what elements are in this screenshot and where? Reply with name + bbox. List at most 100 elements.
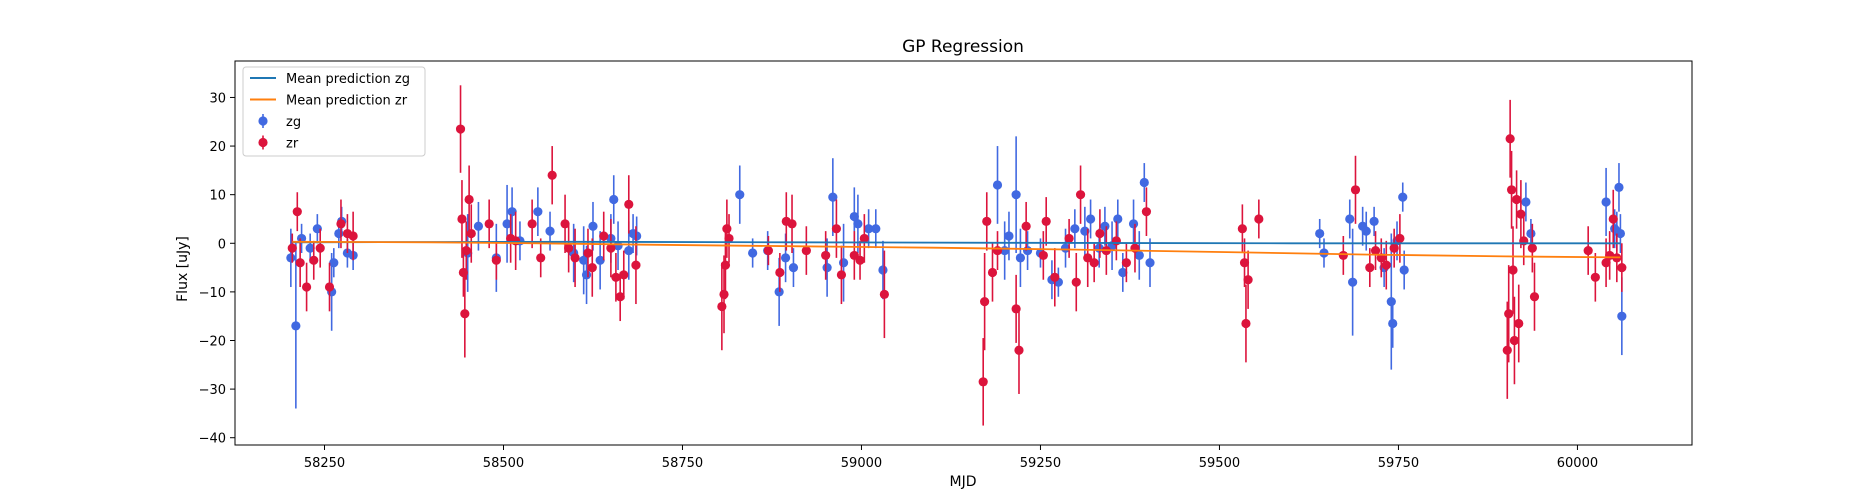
point-zr-41	[763, 245, 773, 256]
point-zr-2	[295, 258, 305, 268]
point-zg-43	[878, 265, 888, 275]
point-zr-55	[982, 216, 992, 227]
point-zg-12	[473, 221, 484, 231]
point-zg-49	[1022, 245, 1033, 256]
point-zr-65	[1071, 277, 1081, 287]
line-mean-prediction-zg	[292, 240, 1621, 245]
point-zr-39	[722, 224, 732, 234]
point-zr-94	[1511, 194, 1522, 205]
point-zr-27	[583, 248, 593, 258]
point-zr-54	[980, 297, 990, 307]
point-zr-93	[1509, 335, 1520, 346]
point-zg-77	[1398, 192, 1408, 202]
point-zr-37	[719, 289, 729, 299]
point-zr-15	[464, 194, 474, 205]
point-zg-18	[545, 226, 555, 236]
point-zr-5	[315, 243, 325, 253]
point-zr-89	[1504, 309, 1514, 319]
point-zg-60	[1113, 214, 1123, 224]
point-zg-42	[871, 224, 881, 234]
point-zr-106	[1617, 262, 1627, 273]
legend-item-1: Mean prediction zr	[250, 94, 408, 109]
point-zg-66	[1315, 228, 1325, 239]
point-zr-9	[348, 231, 358, 241]
point-zr-96	[1516, 209, 1526, 219]
point-zg-25	[609, 194, 619, 205]
x-tick-label-59750: 59750	[1378, 456, 1419, 471]
point-zr-31	[611, 272, 621, 282]
point-zg-39	[849, 211, 859, 222]
point-zr-36	[717, 301, 727, 312]
point-zr-17	[484, 219, 494, 229]
line-mean-prediction-zr	[292, 240, 1621, 259]
point-zr-82	[1365, 262, 1375, 273]
point-zg-14	[502, 219, 512, 229]
point-zg-78	[1399, 265, 1409, 275]
point-zg-46	[1004, 231, 1014, 241]
point-zg-85	[1615, 228, 1626, 239]
series-layer	[286, 85, 1627, 426]
point-zr-20	[511, 236, 521, 246]
point-zg-36	[822, 262, 832, 273]
x-tick-label-59000: 59000	[841, 456, 882, 471]
point-zr-59	[1014, 345, 1024, 355]
point-zr-33	[619, 270, 629, 280]
x-axis-label: MJD	[950, 474, 977, 490]
point-zr-72	[1121, 258, 1131, 268]
point-zr-74	[1141, 207, 1152, 217]
point-zg-72	[1369, 216, 1379, 227]
point-zr-40	[724, 233, 734, 244]
point-zr-91	[1506, 185, 1517, 195]
point-zr-87	[1395, 233, 1405, 244]
point-zg-44	[992, 180, 1003, 190]
axes-layer: 58250 58500 58750 59000 59250 59500 59750 60000…	[199, 60, 1693, 471]
point-zr-80	[1338, 250, 1348, 261]
point-zg-2	[296, 233, 307, 244]
point-zr-1	[292, 207, 302, 217]
point-zr-14	[461, 245, 471, 256]
y-tick-label-0: 0	[218, 237, 226, 252]
point-zr-4	[309, 255, 319, 265]
point-zg-30	[735, 190, 745, 200]
point-zr-32	[615, 292, 625, 302]
point-zg-37	[828, 192, 838, 202]
legend-box	[242, 66, 426, 157]
legend: Mean prediction zg Mean prediction zr zg zr	[242, 66, 426, 157]
point-zr-88	[1502, 345, 1512, 355]
x-tick-label-58500: 58500	[483, 456, 524, 471]
point-zg-63	[1134, 250, 1144, 261]
y-tick-label--10: −10	[199, 286, 226, 301]
legend-marker-2	[258, 116, 268, 126]
point-zg-58	[1100, 221, 1110, 231]
point-zr-44	[787, 219, 797, 229]
point-zr-38	[720, 260, 731, 270]
point-zr-63	[1050, 272, 1060, 282]
point-zg-34	[780, 253, 791, 263]
point-zg-35	[788, 262, 799, 273]
point-zr-69	[1095, 228, 1105, 239]
point-zg-41	[864, 224, 874, 234]
point-zg-48	[1015, 253, 1026, 263]
point-zg-54	[1070, 224, 1080, 234]
point-zr-42	[775, 267, 785, 278]
point-zg-84	[1614, 182, 1624, 192]
point-zr-56	[987, 267, 998, 278]
point-zg-71	[1361, 226, 1371, 236]
point-zr-62	[1041, 216, 1051, 227]
point-zg-81	[1601, 197, 1611, 207]
point-zr-57	[992, 245, 1003, 256]
point-zr-77	[1241, 318, 1251, 329]
point-zg-1	[291, 321, 301, 331]
point-zr-86	[1389, 243, 1399, 253]
point-zr-48	[836, 270, 847, 280]
point-zr-23	[547, 170, 557, 180]
point-zr-47	[831, 224, 842, 234]
point-zg-6	[329, 258, 339, 268]
point-zr-7	[336, 219, 346, 229]
point-zr-16	[466, 228, 476, 239]
x-tick-label-60000: 60000	[1557, 456, 1598, 471]
point-zr-18	[491, 255, 501, 265]
point-zr-28	[587, 262, 597, 273]
point-zr-45	[801, 245, 811, 256]
point-zr-68	[1089, 258, 1099, 268]
